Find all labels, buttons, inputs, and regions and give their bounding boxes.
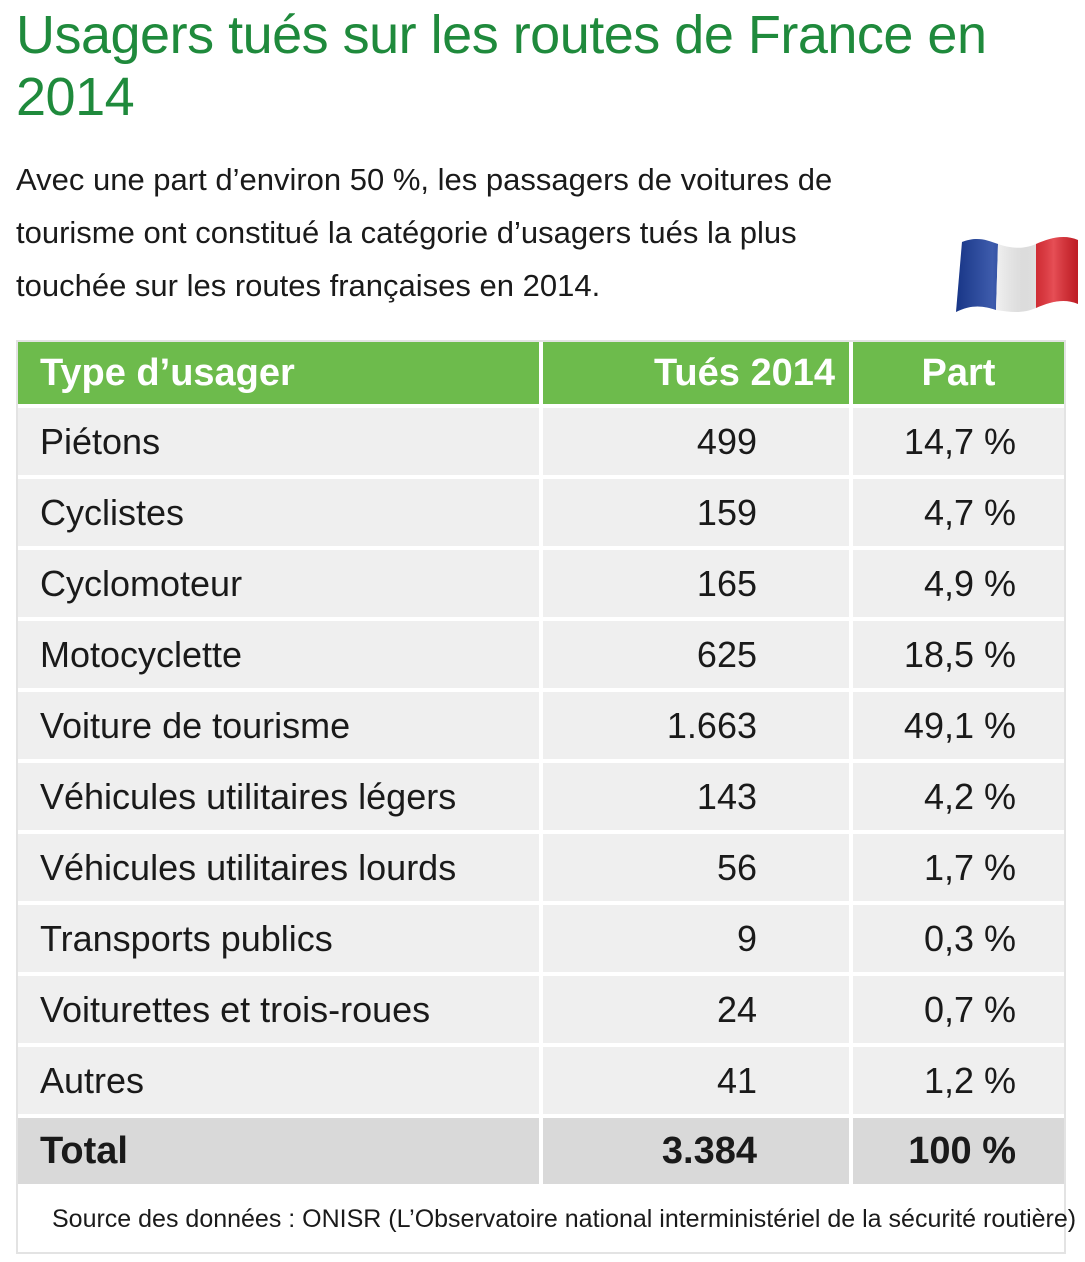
row-share: 4,7 %: [853, 479, 1064, 550]
casualties-table: Type d’usager Tués 2014 Part Piétons 499…: [18, 342, 1064, 1184]
row-share: 14,7 %: [853, 408, 1064, 479]
row-type: Cyclomoteur: [18, 550, 543, 621]
table-row: Voiturettes et trois-roues 24 0,7 %: [18, 976, 1064, 1047]
row-killed: 41: [543, 1047, 853, 1118]
row-killed: 159: [543, 479, 853, 550]
total-label: Total: [18, 1118, 543, 1184]
row-killed: 56: [543, 834, 853, 905]
table-row: Motocyclette 625 18,5 %: [18, 621, 1064, 692]
row-type: Cyclistes: [18, 479, 543, 550]
table-row: Piétons 499 14,7 %: [18, 408, 1064, 479]
row-share: 4,2 %: [853, 763, 1064, 834]
row-type: Véhicules utilitaires lourds: [18, 834, 543, 905]
table-row: Cyclomoteur 165 4,9 %: [18, 550, 1064, 621]
row-type: Voiturettes et trois-roues: [18, 976, 543, 1047]
row-killed: 625: [543, 621, 853, 692]
row-killed: 165: [543, 550, 853, 621]
row-type: Autres: [18, 1047, 543, 1118]
total-killed: 3.384: [543, 1118, 853, 1184]
row-type: Motocyclette: [18, 621, 543, 692]
row-share: 0,3 %: [853, 905, 1064, 976]
header-killed: Tués 2014: [543, 342, 853, 408]
row-share: 49,1 %: [853, 692, 1064, 763]
row-type: Voiture de tourisme: [18, 692, 543, 763]
row-share: 1,2 %: [853, 1047, 1064, 1118]
row-type: Piétons: [18, 408, 543, 479]
header-type: Type d’usager: [18, 342, 543, 408]
table-row: Véhicules utilitaires légers 143 4,2 %: [18, 763, 1064, 834]
row-type: Véhicules utilitaires légers: [18, 763, 543, 834]
row-share: 0,7 %: [853, 976, 1064, 1047]
row-killed: 9: [543, 905, 853, 976]
row-killed: 1.663: [543, 692, 853, 763]
row-share: 1,7 %: [853, 834, 1064, 905]
table-header-row: Type d’usager Tués 2014 Part: [18, 342, 1064, 408]
table-row: Autres 41 1,2 %: [18, 1047, 1064, 1118]
row-killed: 24: [543, 976, 853, 1047]
table-row: Transports publics 9 0,3 %: [18, 905, 1064, 976]
table-total-row: Total 3.384 100 %: [18, 1118, 1064, 1184]
france-flag-icon: [956, 237, 1078, 312]
row-share: 4,9 %: [853, 550, 1064, 621]
row-killed: 499: [543, 408, 853, 479]
header-share: Part: [853, 342, 1064, 408]
row-share: 18,5 %: [853, 621, 1064, 692]
table-row: Cyclistes 159 4,7 %: [18, 479, 1064, 550]
row-type: Transports publics: [18, 905, 543, 976]
casualties-table-box: Type d’usager Tués 2014 Part Piétons 499…: [16, 340, 1077, 1254]
table-row: Voiture de tourisme 1.663 49,1 %: [18, 692, 1064, 763]
table-row: Véhicules utilitaires lourds 56 1,7 %: [18, 834, 1064, 905]
intro-text: Avec une part d’environ 50 %, les passag…: [16, 162, 833, 303]
source-note: Source des données : ONISR (L’Observatoi…: [52, 1205, 1077, 1233]
total-share: 100 %: [853, 1118, 1064, 1184]
row-killed: 143: [543, 763, 853, 834]
page-title: Usagers tués sur les routes de France en…: [16, 5, 987, 127]
